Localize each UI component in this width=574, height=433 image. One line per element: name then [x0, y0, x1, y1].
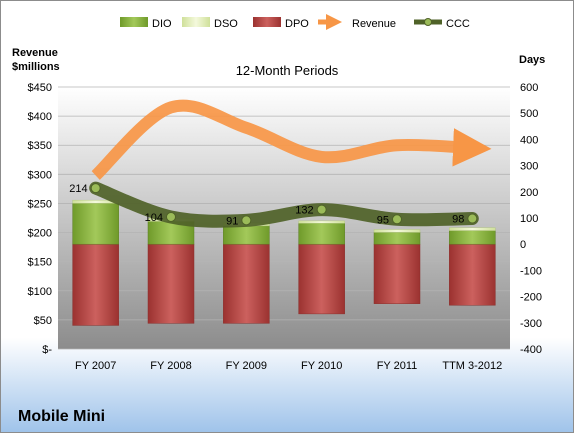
- left-tick-label: $200: [28, 228, 52, 240]
- right-tick-label: 200: [520, 187, 538, 199]
- x-tick-label: FY 2009: [226, 360, 267, 372]
- series-lines: 214 104 91 132 95 98: [69, 99, 492, 228]
- company-name: Mobile Mini: [18, 408, 105, 425]
- ccc-point: [90, 183, 101, 194]
- right-axis-title: Days: [519, 54, 545, 66]
- bar-dpo: [147, 243, 195, 324]
- legend-swatch-dso: [182, 17, 210, 27]
- bar-dio: [373, 232, 421, 245]
- bar-dio: [298, 222, 345, 245]
- legend-label-ccc: CCC: [446, 18, 470, 30]
- legend-label-revenue: Revenue: [352, 18, 396, 30]
- ccc-line: [89, 181, 479, 228]
- legend: DIO DSO DPO Revenue CCC: [120, 13, 470, 31]
- left-axis-title-line2: $millions: [12, 61, 60, 73]
- x-tick-label: FY 2011: [377, 360, 418, 372]
- x-tick-label: TTM 3-2012: [442, 360, 502, 372]
- legend-item-revenue: Revenue: [318, 13, 396, 31]
- ccc-data-label: 95: [377, 214, 389, 226]
- left-tick-label: $-: [42, 344, 52, 356]
- right-tick-label: -300: [520, 318, 542, 330]
- ccc-point: [241, 215, 252, 226]
- ccc-data-label: 132: [295, 205, 313, 217]
- bar-dio: [449, 230, 496, 245]
- legend-label-dpo: DPO: [285, 18, 309, 30]
- left-tick-label: $150: [28, 257, 52, 269]
- x-tick-label: FY 2010: [301, 360, 342, 372]
- legend-marker-ccc: [424, 18, 432, 26]
- left-tick-label: $350: [28, 140, 52, 152]
- bars: [72, 199, 496, 326]
- bar-dio: [72, 203, 119, 245]
- legend-item-dpo: DPO: [253, 17, 309, 30]
- left-tick-label: $300: [28, 169, 52, 181]
- x-tick-label: FY 2008: [150, 360, 191, 372]
- bar-dso: [298, 220, 345, 224]
- revenue-line: [91, 99, 492, 180]
- right-tick-label: 400: [520, 134, 538, 146]
- right-tick-label: 600: [520, 82, 538, 94]
- left-tick-label: $100: [28, 286, 52, 298]
- legend-swatch-dpo: [253, 17, 281, 27]
- legend-swatch-dio: [120, 17, 148, 27]
- left-axis-title-line1: Revenue: [12, 47, 58, 59]
- bar-dpo: [373, 243, 421, 304]
- bar-dpo: [223, 243, 270, 324]
- left-tick-label: $250: [28, 198, 52, 210]
- bar-dpo: [449, 243, 496, 306]
- left-tick-label: $450: [28, 82, 52, 94]
- axes: $- $50 $100 $150 $200 $250 $300 $350 $400 $450 -40…: [28, 82, 543, 372]
- bar-dio: [223, 225, 270, 245]
- right-tick-label: -200: [520, 292, 542, 304]
- right-tick-label: -400: [520, 344, 542, 356]
- right-tick-label: 0: [520, 239, 526, 251]
- ccc-data-label: 98: [452, 214, 464, 226]
- ccc-point: [392, 214, 402, 225]
- right-tick-label: 300: [520, 161, 538, 173]
- legend-label-dso: DSO: [214, 18, 238, 30]
- legend-label-dio: DIO: [152, 18, 172, 30]
- bar-dso: [373, 229, 421, 233]
- right-tick-label: 100: [520, 213, 538, 225]
- bar-dpo: [298, 243, 345, 315]
- ccc-point: [316, 204, 327, 215]
- bar-dpo: [72, 243, 119, 326]
- bar-dso: [449, 227, 496, 231]
- right-tick-label: -100: [520, 265, 542, 277]
- legend-item-dio: DIO: [120, 17, 172, 30]
- ccc-data-label: 91: [226, 215, 238, 227]
- legend-item-dso: DSO: [182, 17, 238, 30]
- chart-title: 12-Month Periods: [236, 63, 339, 78]
- left-tick-label: $50: [34, 315, 52, 327]
- ccc-point: [467, 213, 478, 224]
- ccc-point: [166, 211, 176, 222]
- ccc-data-label: 104: [145, 212, 163, 224]
- x-tick-label: FY 2007: [75, 360, 116, 372]
- left-tick-label: $400: [28, 111, 52, 123]
- legend-item-ccc: CCC: [414, 18, 470, 30]
- right-tick-label: 500: [520, 108, 538, 120]
- ccc-data-label: 214: [69, 183, 87, 195]
